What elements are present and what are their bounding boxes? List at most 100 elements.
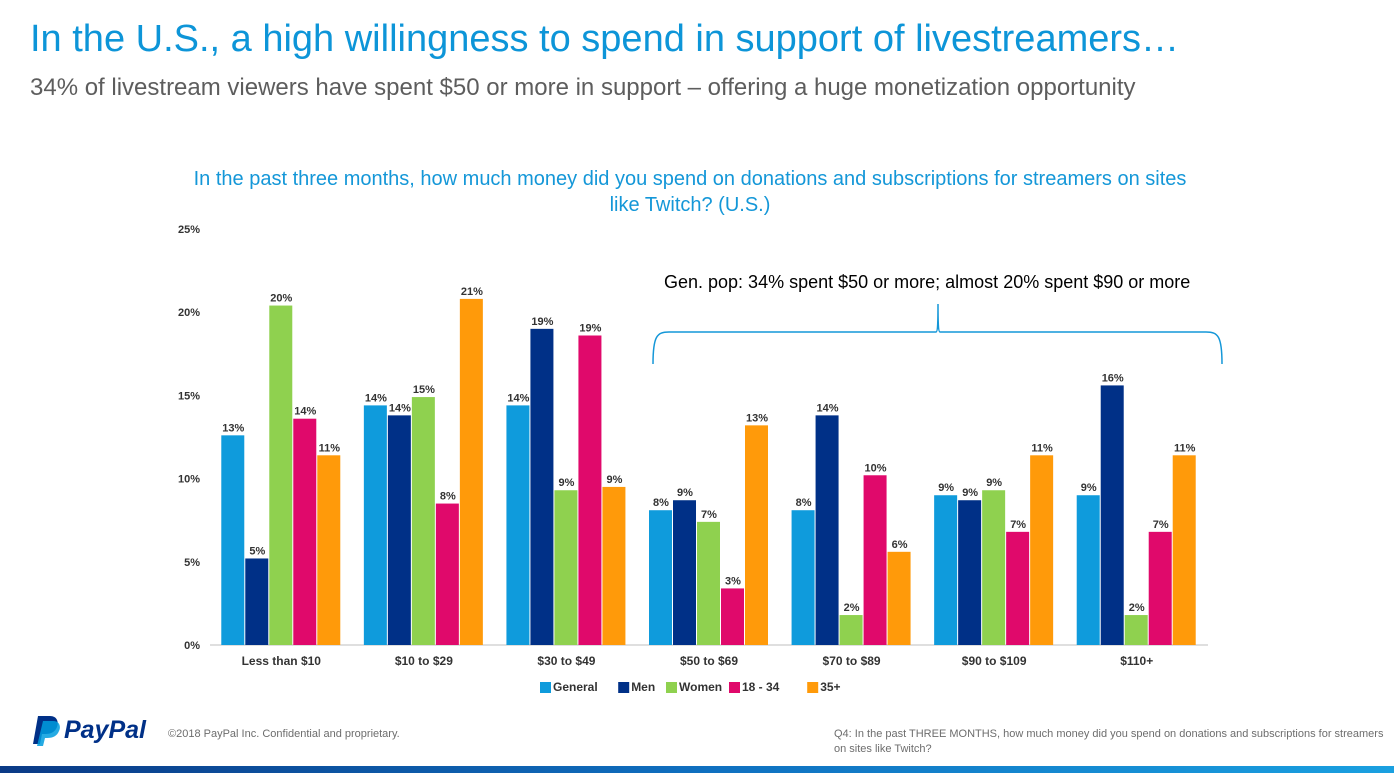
bar-women-30-to-49 <box>554 490 578 645</box>
bar-value-label: 14% <box>365 392 387 404</box>
bar-value-label: 14% <box>507 392 529 404</box>
bar-value-label: 14% <box>817 402 839 414</box>
bar-value-label: 20% <box>270 293 292 305</box>
bar-value-label: 13% <box>746 412 768 424</box>
bar-value-label: 9% <box>558 477 574 489</box>
legend-swatch-35 <box>807 682 819 693</box>
bar-value-label: 5% <box>249 545 265 557</box>
bar-men-90-to-109 <box>958 500 982 645</box>
brand-name: PayPal <box>64 716 147 744</box>
bar-value-label: 9% <box>1081 482 1097 494</box>
bar-value-label: 15% <box>413 384 435 396</box>
bar-18-34-50-to-69 <box>721 588 744 645</box>
bar-value-label: 8% <box>653 497 669 509</box>
y-tick-label: 25% <box>178 224 200 236</box>
bar-18-34-10-to-29 <box>435 503 459 645</box>
bar-18-34-90-to-109 <box>1006 531 1030 645</box>
bar-general-50-to-69 <box>649 510 672 645</box>
bar-general-90-to-109 <box>934 495 958 645</box>
callout-text: Gen. pop: 34% spent $50 or more; almost … <box>664 272 1191 292</box>
bar-general-10-to-29 <box>363 405 387 645</box>
legend-label-women: Women <box>679 680 722 694</box>
bar-35-90-to-109 <box>1030 455 1054 645</box>
bar-value-label: 19% <box>579 322 601 334</box>
y-tick-label: 20% <box>178 307 200 319</box>
legend-label-18-34: 18 - 34 <box>742 680 780 694</box>
bar-women-70-to-89 <box>839 615 863 645</box>
bar-value-label: 9% <box>677 487 693 499</box>
bar-men-70-to-89 <box>815 415 839 645</box>
chart-bars: 13%5%20%14%11%14%14%15%8%21%14%19%9%19%9… <box>221 286 1196 645</box>
bar-general-30-to-49 <box>506 405 530 645</box>
paypal-icon <box>33 716 60 746</box>
bar-value-label: 7% <box>1153 519 1169 531</box>
legend-swatch-men <box>618 682 630 693</box>
bar-value-label: 2% <box>844 602 860 614</box>
bar-value-label: 9% <box>986 477 1002 489</box>
bar-general-less-than-10 <box>221 435 245 645</box>
legend-label-men: Men <box>631 680 655 694</box>
slide-title: In the U.S., a high willingness to spend… <box>30 18 1180 60</box>
bar-value-label: 14% <box>389 402 411 414</box>
bar-men-less-than-10 <box>245 558 269 645</box>
bar-value-label: 14% <box>294 406 316 418</box>
x-tick-label: $70 to $89 <box>823 654 881 668</box>
slide-subtitle: 34% of livestream viewers have spent $50… <box>30 74 1136 101</box>
bar-value-label: 8% <box>796 497 812 509</box>
y-tick-label: 0% <box>184 640 200 652</box>
chart-title: In the past three months, how much money… <box>193 168 1187 216</box>
x-tick-label: $10 to $29 <box>395 654 453 668</box>
legend-label-general: General <box>553 680 598 694</box>
x-tick-label: $110+ <box>1120 654 1153 668</box>
x-tick-label: $50 to $69 <box>680 654 738 668</box>
question-footnote: Q4: In the past THREE MONTHS, how much m… <box>834 728 1384 755</box>
y-tick-label: 5% <box>184 557 200 569</box>
bar-value-label: 10% <box>865 462 887 474</box>
chart-legend: General Men Women 18 - 34 35+ <box>540 680 841 694</box>
bar-women-50-to-69 <box>697 521 720 645</box>
bar-women-90-to-109 <box>982 490 1006 645</box>
bar-value-label: 9% <box>938 482 954 494</box>
bar-men-30-to-49 <box>530 328 554 645</box>
bar-18-34-110 <box>1148 531 1172 645</box>
legend-swatch-general <box>540 682 551 693</box>
bar-35-110 <box>1172 455 1196 645</box>
callout-brace <box>652 303 1223 365</box>
bar-18-34-less-than-10 <box>293 418 317 645</box>
footer-bar <box>0 766 1394 773</box>
x-tick-label: $30 to $49 <box>537 654 595 668</box>
bar-value-label: 8% <box>440 491 456 503</box>
x-tick-label: Less than $10 <box>242 654 322 668</box>
bar-value-label: 9% <box>606 474 622 486</box>
bar-value-label: 19% <box>531 316 553 328</box>
bar-35-50-to-69 <box>745 425 768 645</box>
bar-value-label: 11% <box>319 442 341 454</box>
bar-35-less-than-10 <box>317 455 341 645</box>
bar-women-less-than-10 <box>269 305 293 645</box>
legend-label-35: 35+ <box>820 680 840 694</box>
copyright-text: ©2018 PayPal Inc. Confidential and propr… <box>168 728 400 740</box>
bar-general-110 <box>1076 495 1100 645</box>
legend-swatch-18-34 <box>729 682 740 693</box>
legend-swatch-women <box>666 682 677 693</box>
bar-general-70-to-89 <box>791 510 815 645</box>
bar-value-label: 6% <box>892 539 908 551</box>
bar-value-label: 9% <box>962 487 978 499</box>
bar-value-label: 21% <box>461 286 483 298</box>
brace-path <box>652 303 1223 365</box>
bar-18-34-30-to-49 <box>578 335 602 645</box>
bar-women-10-to-29 <box>411 397 435 645</box>
bar-men-110 <box>1100 385 1124 645</box>
bar-men-50-to-69 <box>673 500 696 645</box>
bar-value-label: 11% <box>1031 442 1053 454</box>
bar-value-label: 13% <box>222 422 244 434</box>
x-tick-label: $90 to $109 <box>962 654 1027 668</box>
bar-value-label: 7% <box>701 509 717 521</box>
paypal-logo: PayPal <box>30 714 160 748</box>
y-tick-label: 10% <box>178 474 200 486</box>
bar-value-label: 3% <box>725 575 741 587</box>
bar-35-10-to-29 <box>459 298 483 645</box>
bar-35-70-to-89 <box>887 551 911 645</box>
bar-35-30-to-49 <box>602 486 626 645</box>
